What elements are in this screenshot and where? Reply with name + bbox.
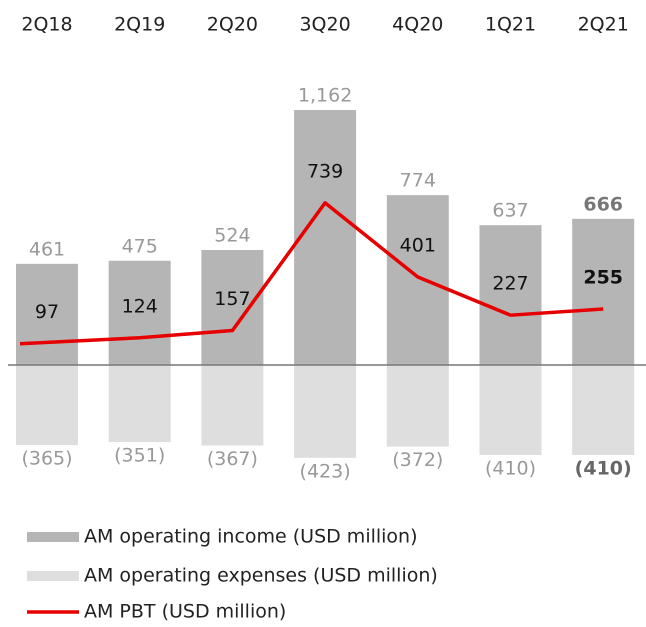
legend-label: AM operating income (USD million) [84,526,418,548]
income-label: 524 [214,225,250,247]
expense-label: (367) [207,448,258,470]
bar [108,365,171,443]
bar [572,218,635,365]
expense-label: (410) [485,457,536,479]
bar [386,195,449,365]
bar [386,365,449,447]
bar [108,260,171,365]
income-label: 461 [29,238,65,260]
pbt-label: 255 [583,267,623,289]
bar [201,250,264,365]
pbt-label: 157 [214,288,250,310]
income-label: 475 [122,235,158,257]
category-label: 2Q19 [114,14,165,36]
expense-label: (365) [21,448,72,470]
bar [201,365,264,446]
income-label: 666 [583,193,623,215]
pbt-line [19,201,604,346]
category-label: 2Q18 [21,14,72,36]
bar [294,365,357,458]
legend-label: AM PBT (USD million) [84,601,286,623]
category-label: 3Q20 [299,14,350,36]
income-label: 774 [400,170,436,192]
expense-label: (372) [392,449,443,471]
bar [479,365,542,455]
legend-swatch [27,571,79,581]
pbt-label: 401 [400,235,436,257]
income-label: 637 [492,200,528,222]
bar [16,365,78,446]
pbt-label: 227 [492,273,528,295]
legend-label: AM operating expenses (USD million) [84,565,438,587]
bar [479,225,542,365]
expense-label: (410) [575,457,632,479]
pbt-label: 97 [35,301,59,323]
bar [294,110,357,365]
income-label: 1,162 [298,85,352,107]
bar [572,365,635,455]
bar [16,263,78,365]
category-label: 1Q21 [485,14,536,36]
category-label: 2Q20 [207,14,258,36]
pbt-label: 124 [122,295,158,317]
expense-label: (423) [300,460,351,482]
legend-swatch [27,532,79,542]
expense-label: (351) [114,445,165,467]
category-label: 2Q21 [578,14,629,36]
pbt-label: 739 [307,160,343,182]
category-label: 4Q20 [392,14,443,36]
